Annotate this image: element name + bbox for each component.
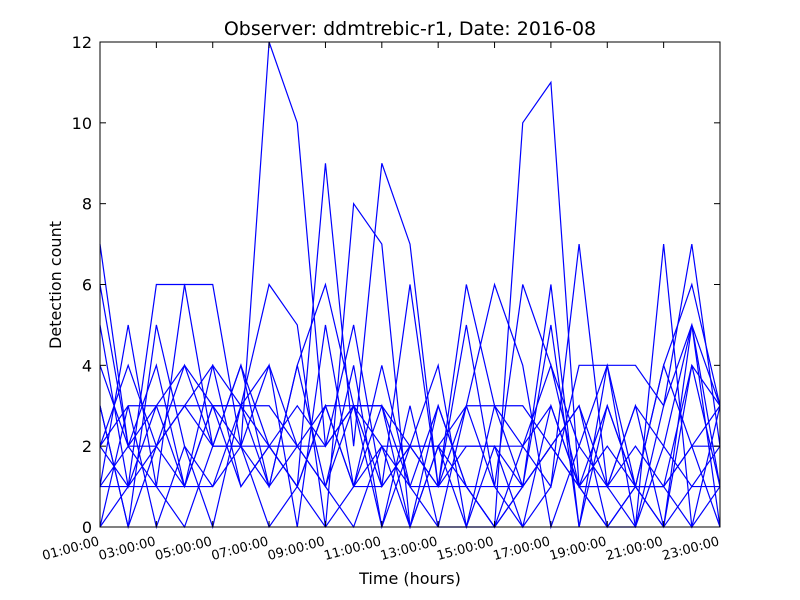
- y-tick-label: 0: [82, 518, 92, 537]
- series-line: [99, 363, 721, 530]
- x-axis-label: Time (hours): [358, 569, 461, 588]
- y-axis-label: Detection count: [46, 221, 65, 349]
- y-tick-label: 6: [82, 276, 92, 295]
- chart-title: Observer: ddmtrebic-r1, Date: 2016-08: [224, 18, 596, 40]
- y-tick-label: 8: [82, 195, 92, 214]
- y-tick-label: 12: [72, 33, 92, 52]
- series-line: [99, 282, 721, 530]
- y-tick-label: 2: [82, 437, 92, 456]
- y-tick-label: 4: [82, 356, 92, 375]
- y-tick-label: 10: [72, 114, 92, 133]
